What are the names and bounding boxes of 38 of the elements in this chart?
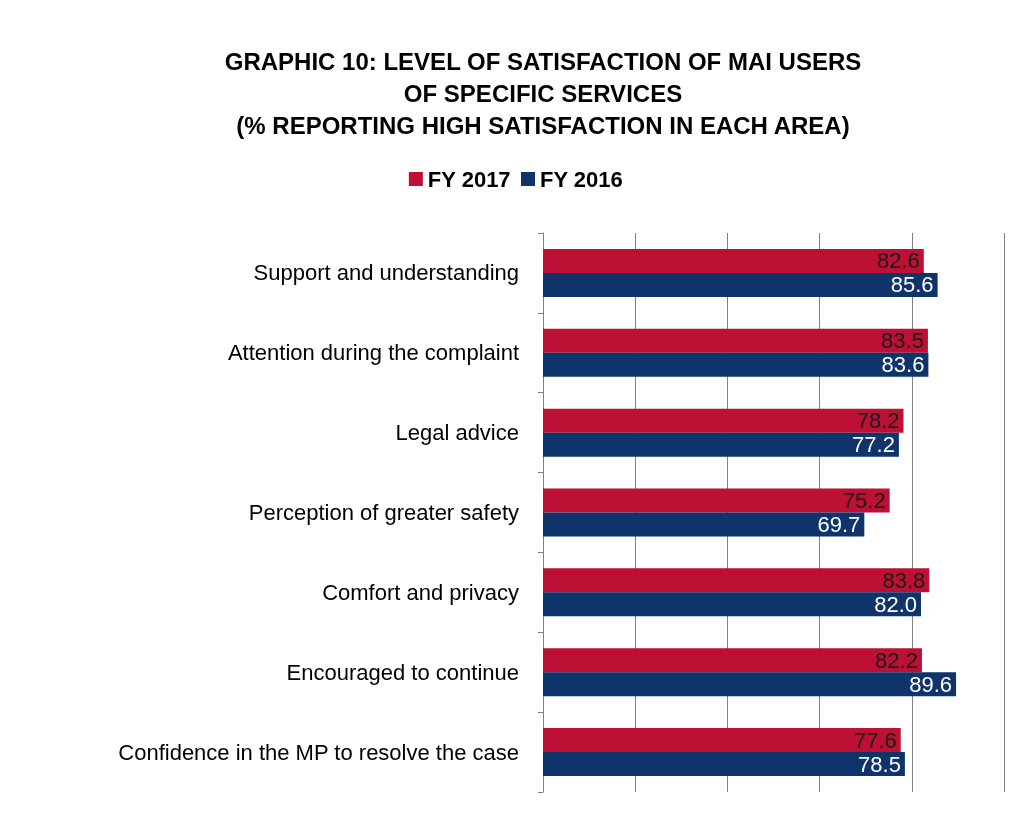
data-label: 83.8 bbox=[882, 567, 926, 593]
data-label: 78.2 bbox=[856, 408, 900, 434]
data-label: 83.6 bbox=[881, 352, 925, 378]
data-label: 69.7 bbox=[817, 512, 861, 537]
data-label: 82.6 bbox=[876, 248, 920, 274]
data-label: 77.6 bbox=[853, 727, 897, 753]
bar bbox=[543, 592, 922, 617]
bar bbox=[543, 352, 929, 377]
data-label: 77.2 bbox=[852, 432, 895, 458]
bar bbox=[543, 568, 930, 593]
chart-title: GRAPHIC 10: LEVEL OF SATISFACTION OF MAI USERS OF SPECIFIC SERVICES (% REPORTING HIGH SATISFACTION IN EACH AREA) bbox=[224, 47, 862, 139]
y-tick-label: Confidence in the MP to resolve the case bbox=[118, 739, 519, 765]
bar bbox=[543, 432, 899, 457]
y-tick-label: Encouraged to continue bbox=[286, 659, 519, 685]
data-label: 82.0 bbox=[874, 591, 918, 617]
y-tick-label: Support and understanding bbox=[253, 260, 519, 286]
data-label: 75.2 bbox=[842, 488, 886, 513]
bar bbox=[543, 488, 890, 513]
y-tick-label: Legal advice bbox=[395, 420, 519, 446]
y-tick-label: Attention during the complaint bbox=[227, 340, 519, 366]
bar bbox=[543, 328, 928, 353]
y-tick-label: Comfort and privacy bbox=[322, 579, 519, 605]
bar bbox=[543, 672, 957, 697]
data-label: 78.5 bbox=[858, 751, 901, 777]
data-label: 83.5 bbox=[881, 328, 924, 354]
legend-label: FY 2016 bbox=[540, 166, 623, 192]
data-label: 89.6 bbox=[909, 671, 953, 697]
bar bbox=[543, 648, 922, 673]
y-tick-label: Perception of greater safety bbox=[248, 500, 519, 525]
bar bbox=[543, 728, 901, 753]
bar bbox=[543, 272, 938, 297]
data-label: 85.6 bbox=[890, 272, 934, 298]
bar bbox=[543, 408, 904, 433]
bar bbox=[543, 248, 924, 273]
legend-label: FY 2017 bbox=[427, 166, 511, 192]
data-label: 82.2 bbox=[875, 647, 918, 673]
bar bbox=[543, 512, 865, 537]
bar bbox=[543, 752, 905, 777]
